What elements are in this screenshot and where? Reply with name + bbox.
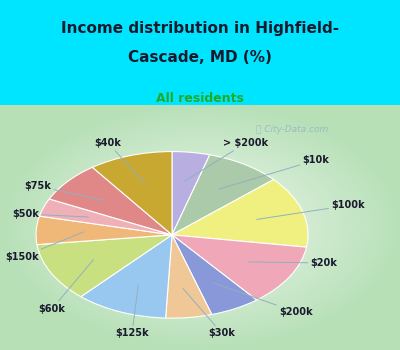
Wedge shape [92, 152, 172, 235]
Wedge shape [37, 235, 172, 297]
Wedge shape [166, 235, 212, 318]
Wedge shape [172, 152, 210, 235]
Text: $100k: $100k [257, 201, 365, 219]
Text: > $200k: > $200k [184, 138, 268, 181]
Wedge shape [36, 216, 172, 245]
Wedge shape [172, 235, 306, 300]
Text: $75k: $75k [24, 181, 104, 200]
Wedge shape [172, 235, 257, 315]
Text: $200k: $200k [213, 283, 313, 317]
Text: $10k: $10k [219, 155, 330, 189]
Text: $30k: $30k [183, 288, 236, 338]
Wedge shape [40, 199, 172, 235]
Text: Income distribution in Highfield-: Income distribution in Highfield- [61, 21, 339, 36]
Text: $60k: $60k [38, 260, 94, 314]
Wedge shape [172, 155, 274, 235]
Wedge shape [49, 167, 172, 235]
Text: $150k: $150k [5, 232, 84, 262]
Text: All residents: All residents [156, 92, 244, 105]
Text: ⓘ City-Data.com: ⓘ City-Data.com [256, 125, 328, 134]
Text: $125k: $125k [115, 285, 149, 338]
Text: $20k: $20k [248, 258, 338, 268]
Text: $50k: $50k [12, 209, 88, 219]
Wedge shape [172, 180, 308, 247]
Wedge shape [81, 235, 172, 318]
Text: Cascade, MD (%): Cascade, MD (%) [128, 50, 272, 65]
Text: $40k: $40k [94, 138, 145, 183]
